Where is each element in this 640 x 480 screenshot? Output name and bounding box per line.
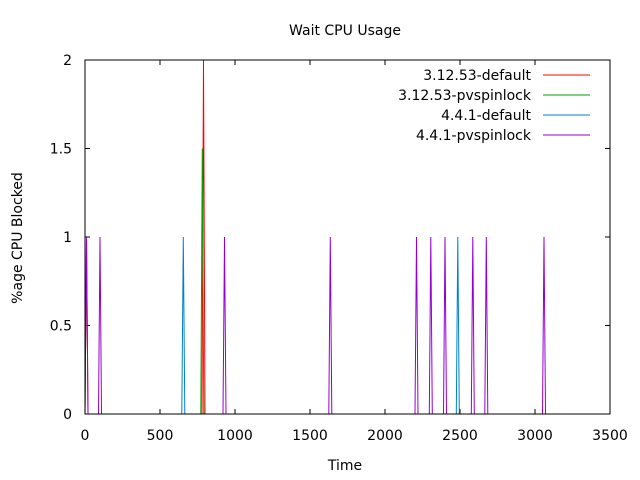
x-tick-label: 3000 [517, 428, 553, 444]
legend-label: 3.12.53-pvspinlock [398, 88, 532, 104]
series-4-spike [98, 236, 102, 415]
series-4-spike [470, 236, 475, 415]
x-tick-label: 2000 [367, 428, 403, 444]
x-axis-label: Time [327, 458, 362, 474]
x-tick-label: 1000 [217, 428, 253, 444]
x-tick-label: 3500 [592, 428, 628, 444]
legend-label: 4.4.1-pvspinlock [416, 128, 532, 144]
y-tick-label: 0 [63, 407, 72, 423]
x-tick-label: 1500 [292, 428, 328, 444]
series-3-spike [181, 236, 186, 415]
x-tick-label: 500 [147, 428, 174, 444]
series-4-spike [428, 236, 433, 415]
series-4-spike [328, 236, 333, 415]
chart-title: Wait CPU Usage [289, 23, 401, 39]
legend-label: 3.12.53-default [423, 68, 531, 84]
legend: 3.12.53-default 3.12.53-pvspinlock 4.4.1-d… [398, 68, 590, 144]
x-tick-label: 0 [81, 428, 90, 444]
series-4-spike [484, 236, 489, 415]
series-4-spike [414, 236, 419, 415]
y-tick-label: 0.5 [50, 319, 72, 335]
y-axis-label: %age CPU Blocked [10, 172, 26, 304]
series-4-spike [443, 236, 447, 415]
x-tick-label: 2500 [442, 428, 478, 444]
series-2-spike [200, 148, 205, 415]
plot-area: 0 500 1000 1500 2000 2500 3000 3500 0 0.5 1 1.5 2 [50, 53, 628, 444]
legend-label: 4.4.1-default [441, 108, 531, 124]
series-3-spike [455, 236, 460, 415]
y-tick-label: 1.5 [50, 142, 72, 158]
series-4-spike [222, 236, 227, 415]
plot-frame [84, 59, 611, 415]
series-4-spike [542, 236, 546, 415]
y-tick-label: 1 [63, 230, 72, 246]
y-tick-label: 2 [63, 53, 72, 69]
